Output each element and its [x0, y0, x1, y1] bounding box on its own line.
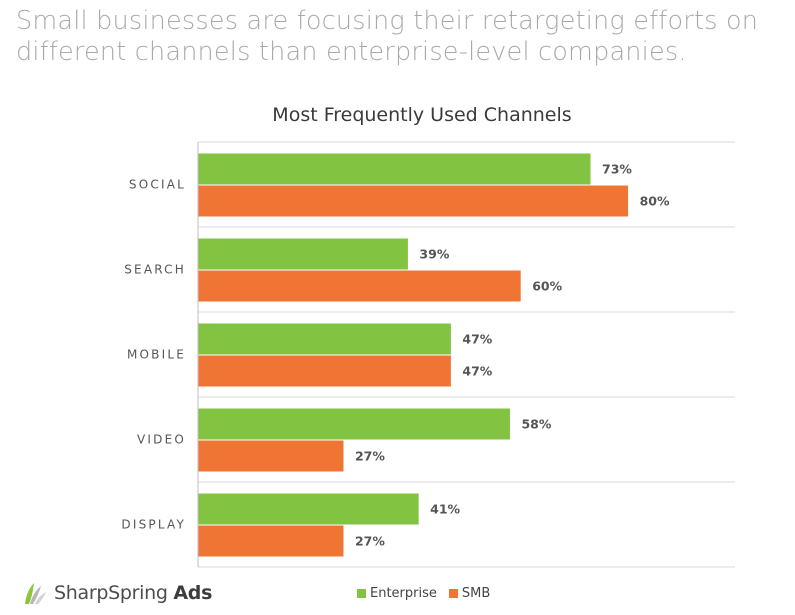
data-label: 58% — [521, 417, 551, 432]
headline-line-2: different channels than enterprise-level… — [16, 37, 687, 67]
legend-item-smb: SMB — [448, 586, 491, 601]
brand-name-bold: Ads — [173, 582, 213, 604]
legend-label-smb: SMB — [461, 586, 491, 601]
legend-swatch-enterprise — [357, 589, 366, 598]
bar-smb — [198, 525, 344, 557]
chart-title: Most Frequently Used Channels — [272, 104, 572, 126]
category-label: MOBILE — [127, 348, 186, 362]
bar-enterprise — [198, 153, 591, 185]
legend-item-enterprise: Enterprise — [357, 586, 437, 601]
brand-name: SharpSpring Ads — [54, 582, 212, 604]
bar-smb — [198, 270, 521, 302]
category-label: DISPLAY — [121, 518, 186, 532]
brand-logo: SharpSpring Ads — [22, 580, 212, 606]
brand-name-light: SharpSpring — [54, 582, 168, 604]
headline-line-1: Small businesses are focusing their reta… — [16, 6, 759, 36]
bar-enterprise — [198, 323, 451, 355]
headline: Small businesses are focusing their reta… — [16, 6, 786, 68]
data-label: 73% — [602, 162, 632, 177]
bar-smb — [198, 185, 629, 217]
category-label: VIDEO — [137, 433, 186, 447]
data-label: 80% — [640, 194, 670, 209]
category-label: SOCIAL — [129, 178, 186, 192]
data-label: 27% — [355, 534, 385, 549]
sharpspring-leaf-icon — [25, 583, 46, 604]
category-label: SEARCH — [124, 263, 186, 277]
data-label: 27% — [355, 449, 385, 464]
legend-swatch-smb — [448, 589, 458, 598]
data-label: 47% — [462, 332, 492, 347]
data-label: 39% — [419, 247, 449, 262]
bar-smb — [198, 355, 451, 387]
legend-label-enterprise: Enterprise — [370, 586, 437, 601]
chart-legend: Enterprise SMB — [357, 586, 502, 601]
bar-enterprise — [198, 408, 510, 440]
data-label: 47% — [462, 364, 492, 379]
bar-enterprise — [198, 493, 419, 525]
data-label: 41% — [430, 502, 460, 517]
bar-enterprise — [198, 238, 408, 270]
data-label: 60% — [532, 279, 562, 294]
bar-smb — [198, 440, 344, 472]
